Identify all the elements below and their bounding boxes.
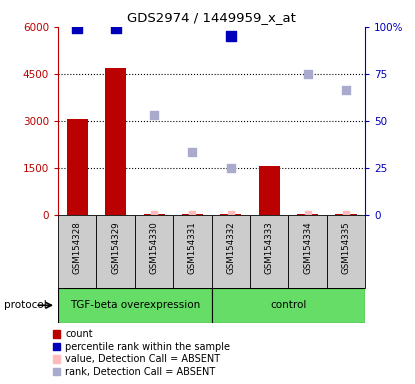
Text: GSM154335: GSM154335 <box>342 221 351 274</box>
Point <box>227 211 234 217</box>
Bar <box>96 215 135 288</box>
Text: GSM154329: GSM154329 <box>111 221 120 273</box>
Point <box>304 211 311 217</box>
Point <box>112 25 119 31</box>
Bar <box>259 166 280 215</box>
Text: GSM154332: GSM154332 <box>226 221 235 274</box>
Bar <box>135 215 173 288</box>
Text: GSM154328: GSM154328 <box>73 221 82 274</box>
Bar <box>220 214 242 215</box>
Bar <box>58 288 212 323</box>
Title: GDS2974 / 1449959_x_at: GDS2974 / 1449959_x_at <box>127 11 296 24</box>
Text: protocol: protocol <box>4 300 47 310</box>
Bar <box>250 215 288 288</box>
Point <box>227 33 234 40</box>
Bar <box>288 215 327 288</box>
Text: GSM154334: GSM154334 <box>303 221 312 274</box>
Bar <box>58 215 96 288</box>
Point <box>189 149 196 156</box>
Text: GSM154333: GSM154333 <box>265 221 274 274</box>
Bar <box>105 68 126 215</box>
Point <box>74 25 81 31</box>
Bar <box>212 215 250 288</box>
Text: GSM154331: GSM154331 <box>188 221 197 274</box>
Bar <box>173 215 212 288</box>
Bar <box>212 288 365 323</box>
Point <box>227 165 234 171</box>
Point <box>151 112 157 118</box>
Text: control: control <box>270 300 307 310</box>
Point <box>151 211 157 217</box>
Legend: count, percentile rank within the sample, value, Detection Call = ABSENT, rank, : count, percentile rank within the sample… <box>51 328 232 379</box>
Bar <box>335 214 356 215</box>
Point <box>343 211 349 217</box>
Bar <box>327 215 365 288</box>
Point <box>343 86 349 93</box>
Point <box>189 211 196 217</box>
Point <box>304 71 311 77</box>
Bar <box>144 214 165 215</box>
Text: TGF-beta overexpression: TGF-beta overexpression <box>70 300 200 310</box>
Bar <box>182 214 203 215</box>
Text: GSM154330: GSM154330 <box>149 221 159 274</box>
Bar <box>67 119 88 215</box>
Bar <box>297 214 318 215</box>
